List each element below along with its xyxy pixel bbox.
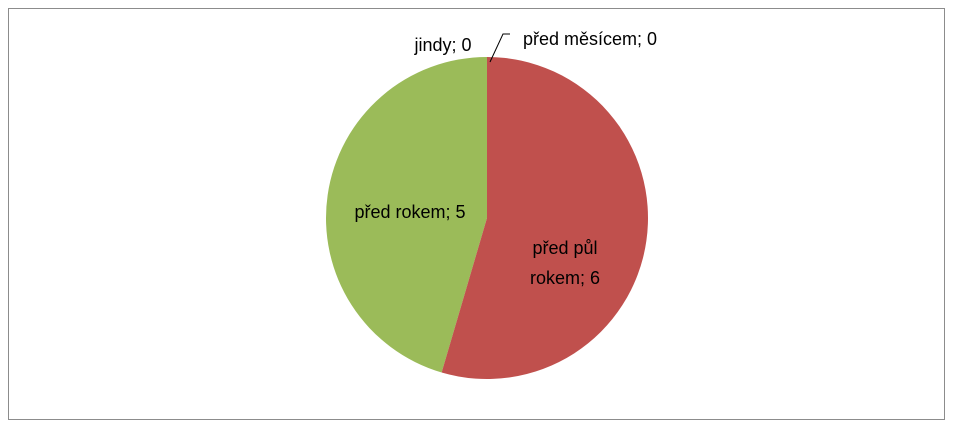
data-label: jindy; 0 [414, 35, 472, 55]
data-label: před rokem; 5 [354, 202, 466, 222]
data-label: před měsícem; 0 [522, 29, 658, 49]
pie-slice [326, 57, 487, 373]
pie-slice [441, 57, 648, 379]
leader-line [489, 33, 510, 63]
data-label: před půl rokem; 6 [529, 238, 601, 288]
chart-frame [8, 8, 945, 420]
